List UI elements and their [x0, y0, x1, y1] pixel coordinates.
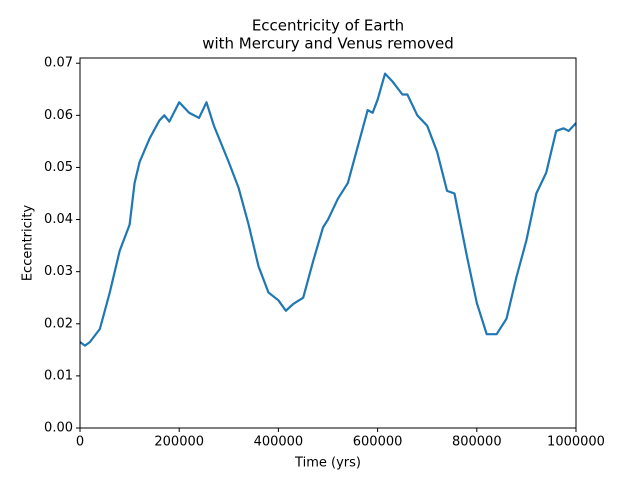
y-tick-label: 0.05	[44, 160, 73, 175]
y-tick-label: 0.01	[44, 368, 73, 383]
y-tick-label: 0.02	[44, 316, 73, 331]
x-tick-label: 800000	[452, 435, 502, 450]
y-tick-label: 0.07	[44, 56, 73, 71]
x-tick-label: 200000	[154, 435, 204, 450]
y-tick-label: 0.06	[44, 108, 73, 123]
y-axis-label: Eccentricity	[21, 205, 36, 282]
x-tick-label: 0	[76, 435, 84, 450]
plot-frame	[79, 57, 577, 429]
x-axis-label: Time (yrs)	[294, 456, 361, 471]
y-tick-label: 0.03	[44, 264, 73, 279]
chart-title: Eccentricity of Earth	[252, 17, 404, 35]
data-line	[79, 72, 577, 347]
x-tick-label: 600000	[353, 435, 403, 450]
chart-title: with Mercury and Venus removed	[202, 35, 454, 53]
y-tick-label: 0.04	[44, 212, 73, 227]
y-tick-label: 0.00	[44, 421, 73, 436]
x-tick-label: 400000	[254, 435, 304, 450]
x-tick-label: 1000000	[547, 435, 605, 450]
